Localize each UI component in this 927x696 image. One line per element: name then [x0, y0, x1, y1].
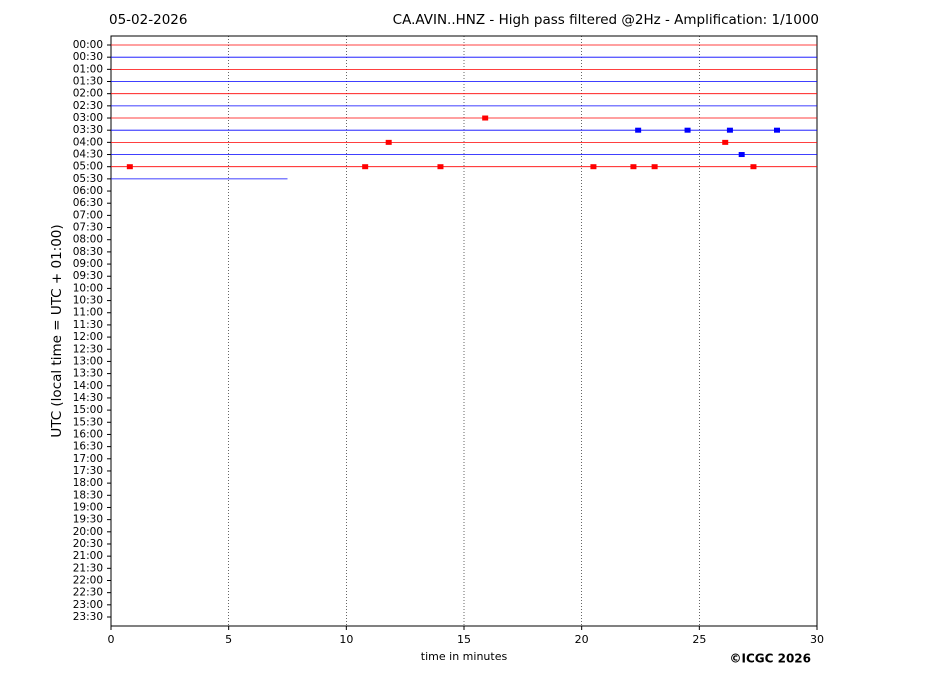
y-tick-label: 20:30 — [73, 538, 103, 550]
y-tick-label: 10:00 — [73, 282, 103, 294]
x-tick-label: 20 — [575, 633, 589, 646]
y-tick-label: 07:30 — [73, 222, 103, 234]
y-axis-label: UTC (local time = UTC + 01:00) — [49, 224, 65, 437]
x-tick-label: 5 — [225, 633, 232, 646]
burst — [635, 127, 642, 133]
burst — [590, 164, 597, 170]
burst — [722, 139, 729, 145]
y-tick-label: 01:00 — [73, 63, 103, 75]
y-tick-label: 23:30 — [73, 611, 103, 623]
y-tick-label: 16:00 — [73, 428, 103, 440]
burst — [684, 127, 691, 133]
burst — [738, 152, 745, 158]
y-tick-label: 05:00 — [73, 161, 103, 173]
x-tick-label: 0 — [108, 633, 115, 646]
y-tick-label: 23:00 — [73, 599, 103, 611]
y-tick-label: 13:00 — [73, 355, 103, 367]
y-tick-label: 20:00 — [73, 526, 103, 538]
x-tick-label: 25 — [692, 633, 706, 646]
y-tick-label: 00:00 — [73, 39, 103, 51]
y-tick-label: 21:30 — [73, 562, 103, 574]
y-tick-label: 21:00 — [73, 550, 103, 562]
date: 05-02-2026 — [109, 12, 187, 28]
burst — [773, 127, 780, 133]
x-tick-label: 10 — [339, 633, 353, 646]
y-tick-label: 11:30 — [73, 319, 103, 331]
y-tick-label: 06:30 — [73, 197, 103, 209]
y-tick-label: 22:30 — [73, 587, 103, 599]
y-tick-label: 09:00 — [73, 258, 103, 270]
y-tick-label: 12:00 — [73, 331, 103, 343]
y-tick-label: 15:00 — [73, 404, 103, 416]
y-tick-label: 17:00 — [73, 453, 103, 465]
x-tick-label: 30 — [810, 633, 824, 646]
y-tick-label: 18:00 — [73, 477, 103, 489]
y-tick-label: 19:00 — [73, 501, 103, 513]
burst — [385, 139, 392, 145]
burst — [750, 164, 757, 170]
y-tick-label: 22:00 — [73, 574, 103, 586]
y-tick-label: 07:00 — [73, 209, 103, 221]
burst — [482, 115, 489, 121]
y-tick-label: 08:30 — [73, 246, 103, 258]
y-tick-label: 08:00 — [73, 234, 103, 246]
burst — [437, 164, 444, 170]
y-tick-label: 11:00 — [73, 307, 103, 319]
y-tick-label: 05:30 — [73, 173, 103, 185]
y-tick-label: 04:00 — [73, 136, 103, 148]
y-tick-label: 01:30 — [73, 76, 103, 88]
y-tick-label: 13:30 — [73, 368, 103, 380]
y-tick-label: 04:30 — [73, 149, 103, 161]
y-tick-label: 09:30 — [73, 270, 103, 282]
x-axis-label: time in minutes — [421, 650, 508, 663]
y-tick-label: 17:30 — [73, 465, 103, 477]
burst — [126, 164, 133, 170]
credit: ©ICGC 2026 — [729, 652, 811, 666]
y-tick-label: 18:30 — [73, 489, 103, 501]
y-tick-label: 00:30 — [73, 51, 103, 63]
x-tick-label: 15 — [457, 633, 471, 646]
y-tick-label: 10:30 — [73, 295, 103, 307]
y-tick-label: 03:30 — [73, 124, 103, 136]
y-tick-label: 16:30 — [73, 441, 103, 453]
chart-title: CA.AVIN..HNZ - High pass filtered @2Hz -… — [393, 12, 819, 28]
y-tick-label: 12:30 — [73, 343, 103, 355]
y-tick-label: 15:30 — [73, 416, 103, 428]
y-tick-label: 19:30 — [73, 514, 103, 526]
burst — [630, 164, 637, 170]
burst — [362, 164, 369, 170]
burst — [726, 127, 733, 133]
y-tick-label: 03:00 — [73, 112, 103, 124]
y-tick-label: 14:30 — [73, 392, 103, 404]
y-tick-label: 02:00 — [73, 88, 103, 100]
burst — [651, 164, 658, 170]
y-tick-label: 14:00 — [73, 380, 103, 392]
y-tick-label: 06:00 — [73, 185, 103, 197]
y-tick-label: 02:30 — [73, 100, 103, 112]
